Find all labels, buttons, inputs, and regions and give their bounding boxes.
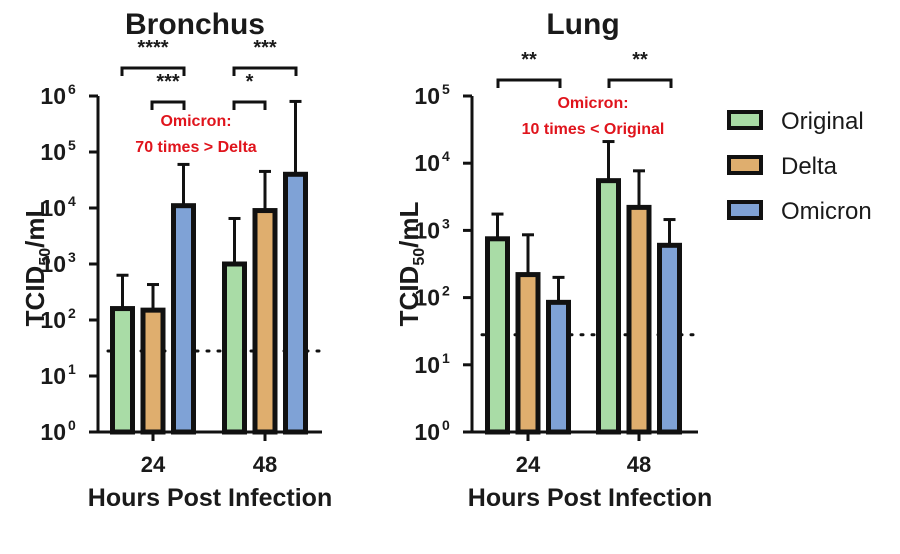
significance-label: ** xyxy=(632,49,648,71)
y-tick-exponent: 5 xyxy=(442,81,450,97)
y-tick-label: 10 xyxy=(414,419,440,445)
x-tick-label: 24 xyxy=(141,452,166,477)
bar-original xyxy=(596,178,621,435)
y-axis-label: TCID50/mL xyxy=(394,202,428,327)
y-tick-exponent: 5 xyxy=(68,137,76,153)
chart-title: Lung xyxy=(546,8,619,41)
y-tick-exponent: 0 xyxy=(68,417,76,433)
y-tick-exponent: 1 xyxy=(68,361,76,377)
y-tick-label: 10 xyxy=(40,195,66,221)
legend-swatch-omicron xyxy=(727,200,763,220)
significance-bracket xyxy=(232,100,267,110)
y-tick-label: 10 xyxy=(414,150,440,176)
y-tick-exponent: 2 xyxy=(68,305,76,321)
annotation-text: Omicron: xyxy=(557,95,628,112)
legend-label: Original xyxy=(781,108,864,135)
x-tick-label: 48 xyxy=(627,452,651,477)
y-tick-exponent: 4 xyxy=(442,148,450,164)
legend-swatch-delta xyxy=(727,155,763,175)
bar-delta xyxy=(252,208,278,435)
y-axis-label: TCID50/mL xyxy=(20,202,54,327)
y-tick-label: 10 xyxy=(40,363,66,389)
significance-bracket xyxy=(150,100,186,110)
y-tick-label: 10 xyxy=(40,307,66,333)
y-tick-label: 10 xyxy=(40,139,66,165)
chart-title: Bronchus xyxy=(125,8,265,41)
annotation-text: 10 times < Original xyxy=(522,121,665,138)
bar-omicron xyxy=(171,203,196,435)
bar-omicron xyxy=(283,171,308,435)
x-axis-label: Hours Post Infection xyxy=(88,484,332,512)
y-tick-exponent: 6 xyxy=(68,81,76,97)
y-tick-exponent: 0 xyxy=(442,417,450,433)
significance-bracket xyxy=(232,66,298,76)
legend-label: Delta xyxy=(781,153,838,180)
y-tick-label: 10 xyxy=(414,217,440,243)
bar-delta xyxy=(626,204,652,435)
annotation-text: Omicron: xyxy=(160,113,231,130)
x-tick-label: 48 xyxy=(253,452,277,477)
bar-omicron xyxy=(657,242,682,435)
bar-delta xyxy=(515,272,541,435)
y-tick-exponent: 3 xyxy=(442,215,450,231)
x-tick-label: 24 xyxy=(516,452,541,477)
significance-bracket xyxy=(120,66,186,76)
bar-original xyxy=(110,306,135,435)
y-tick-label: 10 xyxy=(40,83,66,109)
annotation-text: 70 times > Delta xyxy=(135,139,257,156)
significance-label: *** xyxy=(156,71,180,93)
bar-original xyxy=(222,261,247,435)
y-tick-exponent: 2 xyxy=(442,283,450,299)
bar-original xyxy=(485,236,510,435)
y-tick-label: 10 xyxy=(414,285,440,311)
significance-label: *** xyxy=(253,37,277,59)
bar-omicron xyxy=(546,299,571,435)
significance-bracket xyxy=(607,78,673,88)
legend: Original Delta Omicron xyxy=(727,108,872,225)
x-axis-label: Hours Post Infection xyxy=(468,484,712,512)
y-tick-exponent: 4 xyxy=(68,193,76,209)
y-tick-exponent: 1 xyxy=(442,350,450,366)
y-tick-label: 10 xyxy=(414,352,440,378)
legend-swatch-original xyxy=(727,110,763,130)
y-tick-label: 10 xyxy=(40,251,66,277)
legend-label: Omicron xyxy=(781,198,872,225)
bar-delta xyxy=(140,307,166,435)
significance-label: * xyxy=(246,71,254,93)
significance-label: **** xyxy=(137,37,168,59)
significance-label: ** xyxy=(521,49,537,71)
y-tick-label: 10 xyxy=(414,83,440,109)
y-tick-label: 10 xyxy=(40,419,66,445)
y-tick-exponent: 3 xyxy=(68,249,76,265)
significance-bracket xyxy=(496,78,562,88)
